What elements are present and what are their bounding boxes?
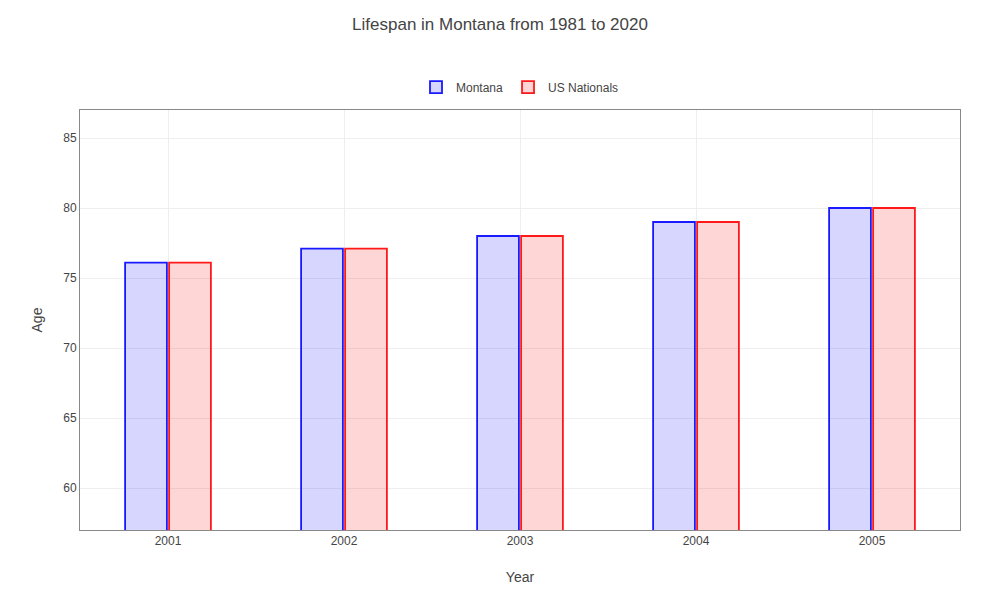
svg-text:2003: 2003	[507, 534, 534, 548]
svg-text:2001: 2001	[155, 534, 182, 548]
svg-text:80: 80	[63, 201, 77, 215]
svg-text:85: 85	[63, 131, 77, 145]
svg-text:60: 60	[63, 481, 77, 495]
svg-text:Lifespan in Montana from 1981: Lifespan in Montana from 1981 to 2020	[352, 15, 648, 34]
svg-text:US Nationals: US Nationals	[548, 81, 618, 95]
svg-text:Year: Year	[506, 569, 535, 585]
svg-text:2002: 2002	[331, 534, 358, 548]
svg-text:2005: 2005	[859, 534, 886, 548]
svg-text:Age: Age	[29, 307, 45, 332]
svg-text:2004: 2004	[683, 534, 710, 548]
svg-text:65: 65	[63, 411, 77, 425]
svg-text:75: 75	[63, 271, 77, 285]
svg-text:70: 70	[63, 341, 77, 355]
svg-text:Montana: Montana	[456, 81, 503, 95]
